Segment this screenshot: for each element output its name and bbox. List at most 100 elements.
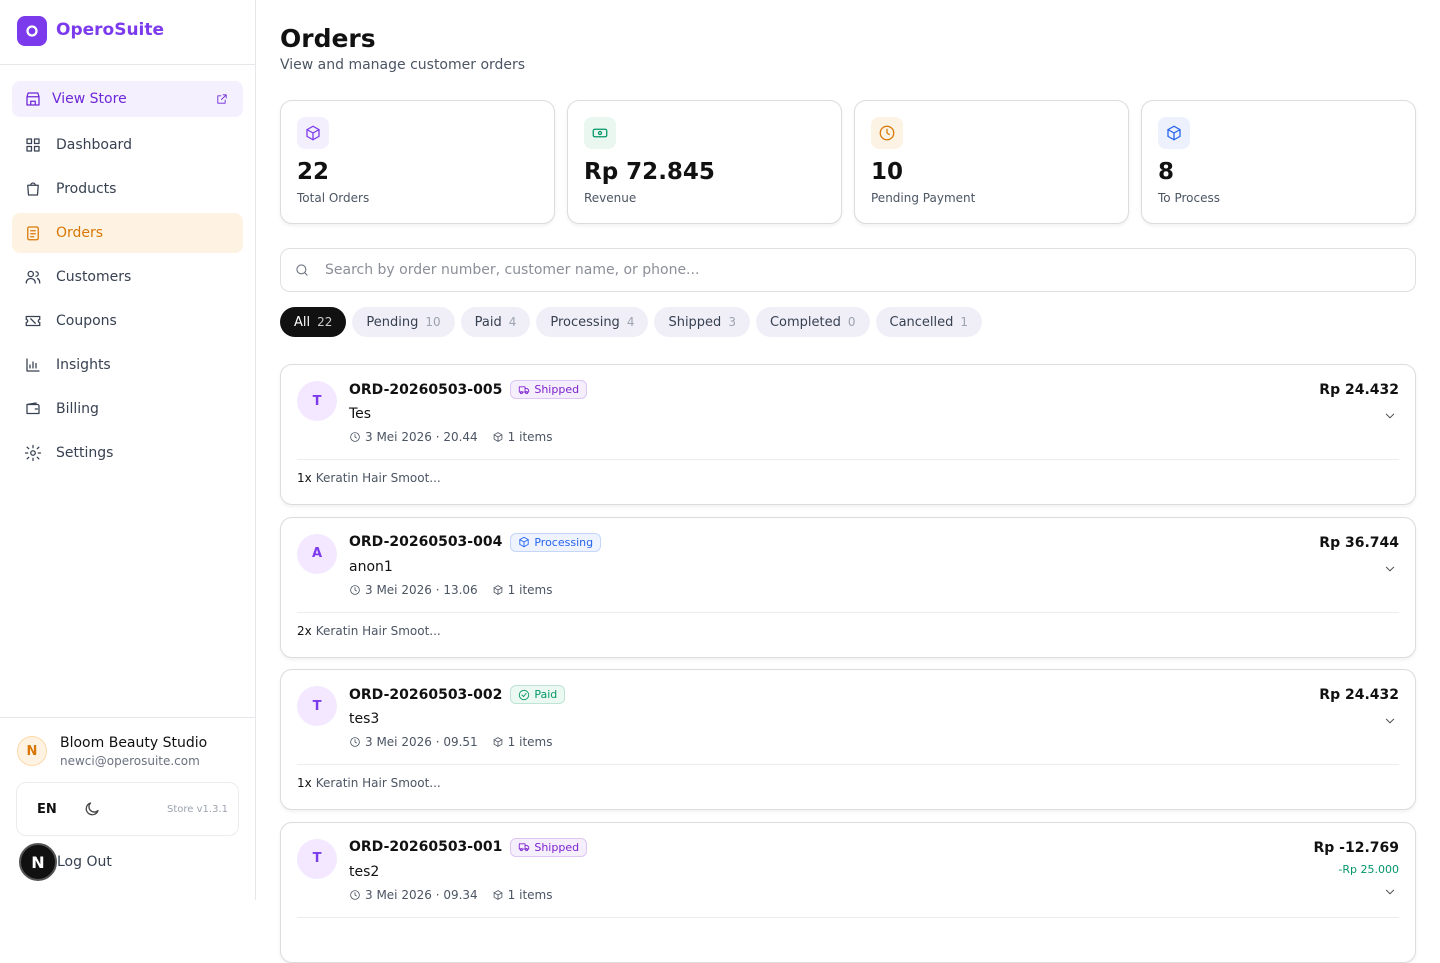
preferences: EN Store v1.3.1 [16,782,239,836]
icon [1383,714,1397,728]
stat-card: 22 Total Orders [280,100,555,224]
icon-part [519,385,530,393]
view-store-label: View Store [52,91,127,107]
icon-part [493,889,502,900]
order-card[interactable]: A ORD-20260503-004 Processing anon1 3 Mei 20… [280,516,1416,658]
order-total: Rp -12.769 [1313,839,1399,856]
logout[interactable]: Log Out [57,854,112,870]
nav-label: Products [56,181,117,197]
icon [24,180,42,198]
icon-part [26,25,38,37]
icon [24,268,42,286]
nav-item[interactable]: Dashboard [12,125,243,165]
order-card[interactable]: T ORD-20260503-001 Shipped tes2 3 Mei 2026 ·… [280,821,1416,963]
filter-pill[interactable]: Processing 4 [536,307,649,337]
icon-part [26,358,40,372]
line-name: Keratin Hair Smoot... [315,776,441,790]
nav-item[interactable]: Billing [12,389,243,429]
stat-label: Pending Payment [871,191,976,205]
order-header: ORD-20260503-002 Paid [349,685,566,704]
stat-value: 8 [1158,159,1175,185]
filter-pill[interactable]: Pending 10 [352,307,455,337]
icon-part [354,739,357,744]
brand: OperoSuite [56,20,165,40]
nav-item[interactable]: Products [12,169,243,209]
icon [591,124,609,142]
order-total: Rp 36.744 [1319,534,1399,551]
status-badge: Processing [510,532,602,552]
status-badge: Shipped [510,837,588,857]
order-items: 1 items [507,582,553,597]
filter-pill[interactable]: Cancelled 1 [875,307,983,337]
filter-count: 4 [626,315,635,329]
dev-badge[interactable]: N [19,843,57,881]
filter-pill[interactable]: Completed 0 [755,307,870,337]
icon-part [25,270,41,284]
nav-label: Customers [56,269,132,285]
filter-label: Paid [474,314,502,330]
filter-pill[interactable]: Shipped 3 [654,307,750,337]
status-label: Shipped [534,383,580,396]
stat-card: 8 To Process [1141,100,1416,224]
icon [1165,124,1183,142]
icon [349,736,361,748]
order-card[interactable]: T ORD-20260503-005 Shipped Tes 3 Mei 2026 · … [280,364,1416,505]
divider [0,64,255,65]
nav-item[interactable]: Customers [12,257,243,297]
order-number: ORD-20260503-004 [349,534,503,550]
icon [24,400,42,418]
customer-name: Tes [349,406,372,422]
icon-part [520,848,524,852]
nav-label: Insights [56,357,111,373]
filter-pill[interactable]: Paid 4 [460,307,531,337]
icon-part [85,802,99,816]
icon-part [85,802,99,816]
icon-part [296,264,307,275]
icon-part [30,450,36,456]
icon-part [26,402,40,415]
language-toggle[interactable]: EN [37,801,57,817]
icon-part [24,444,42,462]
icon-part [354,586,357,591]
icon-part [350,737,360,747]
icon-part [304,272,308,276]
icon [24,356,42,374]
customer-name: anon1 [349,558,393,575]
icon-part [521,692,527,697]
icon-part [519,385,530,394]
order-meta: 3 Mei 2026 · 13.06 1 items [349,583,552,597]
order-card[interactable]: T ORD-20260503-002 Paid tes3 3 Mei 2026 · 09… [280,669,1416,810]
icon-part [1385,413,1395,419]
nav-item[interactable]: Orders [12,213,243,253]
icon [518,688,531,701]
divider [297,916,1399,918]
icon-part [26,145,33,152]
nav-item[interactable]: Settings [12,433,243,473]
icon-part [25,315,41,327]
icon-part [519,689,530,700]
view-store-button[interactable]: View Store [12,81,243,117]
filter-label: All [294,314,311,330]
filter-label: Pending [366,314,419,330]
user-name: Bloom Beauty Studio [60,735,208,751]
icon [492,584,504,596]
icon-part [519,843,530,852]
icon [349,431,361,443]
nav-item[interactable]: Insights [12,345,243,385]
nav-item[interactable]: Coupons [12,301,243,341]
nav-label: Dashboard [56,137,132,153]
icon [1383,561,1397,575]
icon-part [354,434,357,439]
icon-part [592,128,608,138]
search-box[interactable]: Search by order number, customer name, o… [280,248,1416,292]
filter-pill[interactable]: All 22 [280,307,347,337]
icon-part [493,434,502,442]
icon [1383,409,1397,423]
order-total: Rp 24.432 [1319,382,1399,398]
order-date: 3 Mei 2026 · 20.44 [365,430,478,444]
order-total: Rp 24.432 [1319,687,1399,703]
customer-avatar: T [297,838,337,879]
order-items: 1 items [507,887,553,902]
